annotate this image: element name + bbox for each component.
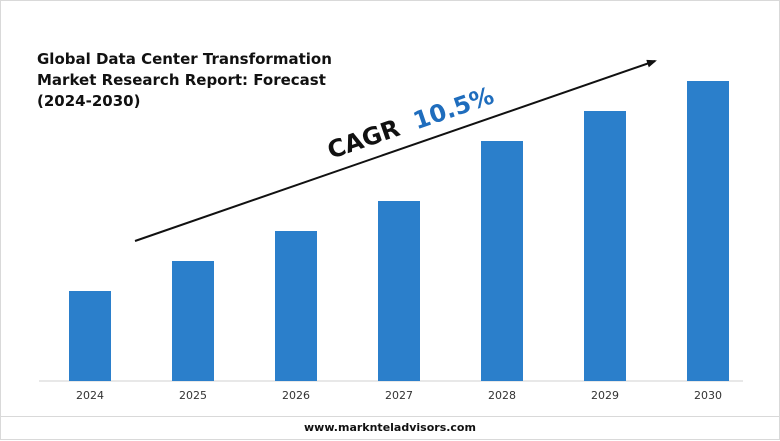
bar-2026 [275,231,317,381]
bar-2025 [172,261,214,381]
x-tick-label-2025: 2025 [179,389,207,402]
bar-2027 [378,201,420,381]
x-tick-labels: 2024 2025 2026 2027 2028 2029 2030 [76,389,722,402]
cagr-value: 10.5% [410,82,498,136]
x-tick-label-2027: 2027 [385,389,413,402]
cagr-label: CAGR [324,114,403,165]
chart-title: Global Data Center Transformation Market… [37,49,337,112]
bar-2024 [69,291,111,381]
bar-group [69,81,729,381]
x-tick-label-2030: 2030 [694,389,722,402]
bar-2030 [687,81,729,381]
chart-title-line-3: (2024-2030) [37,92,141,110]
x-tick-label-2028: 2028 [488,389,516,402]
cagr-annotation: CAGR 10.5% [324,82,498,165]
trend-arrow [134,59,657,242]
chart-title-line-2: Market Research Report: Forecast [37,71,326,89]
x-tick-label-2029: 2029 [591,389,619,402]
bar-2028 [481,141,523,381]
x-tick-label-2024: 2024 [76,389,104,402]
footer-website: www.marknteladvisors.com [1,416,779,439]
chart-title-line-1: Global Data Center Transformation [37,50,332,68]
bar-2029 [584,111,626,381]
x-tick-label-2026: 2026 [282,389,310,402]
